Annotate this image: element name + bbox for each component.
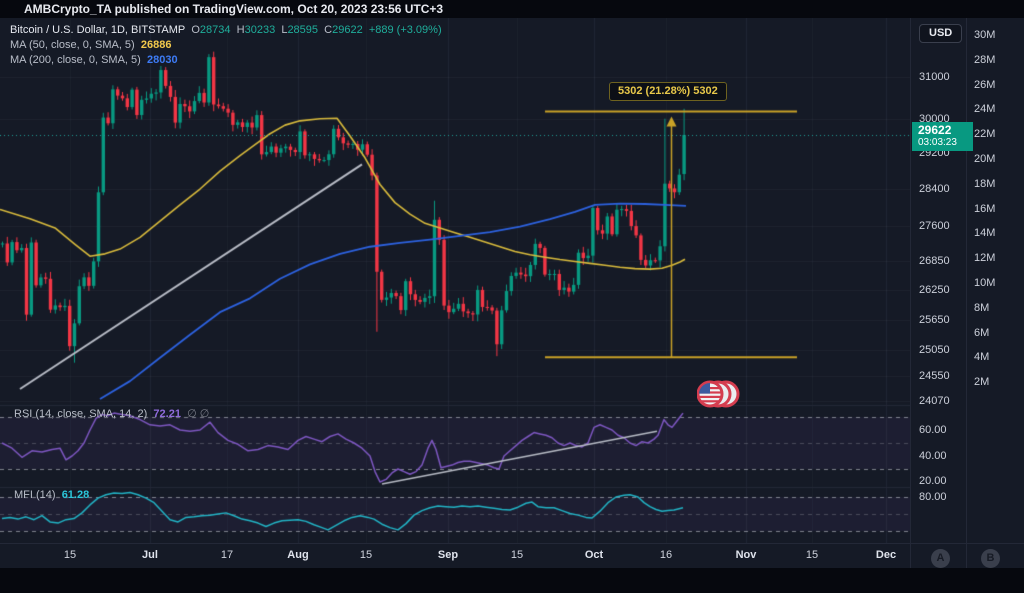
price-tick: 25650 [919,313,950,326]
open-value: 28734 [199,24,231,36]
volume-tick: 26M [974,78,996,91]
volume-tick: 12M [974,252,996,265]
time-tick: Oct [584,549,604,561]
price-axis[interactable]: USD 31000 30000 29200 28400 27600 26850 26250 2… [910,18,973,568]
time-tick: 15 [359,549,373,561]
rsi-tick: 20.00 [919,475,947,487]
rsi-tick: 40.00 [919,450,947,462]
footer-bar: TradingView [0,568,1024,593]
price-tick: 24550 [919,369,950,382]
volume-tick: 18M [974,177,996,190]
high-value: 30233 [244,24,276,36]
rsi-label: RSI (14, close, SMA, 14, 2) [14,408,148,420]
volume-tick: 10M [974,277,996,289]
volume-tick: 22M [974,128,996,141]
close-label: C [324,24,333,36]
ma200-legend-row[interactable]: MA (200, close, 0, SMA, 5) 28030 [10,53,442,68]
ma200-label: MA (200, close, 0, SMA, 5) [10,54,141,66]
time-tick: 15 [510,549,524,561]
price-tick: 24070 [919,395,950,408]
time-tick: Dec [875,549,897,561]
volume-tick: 20M [974,153,996,165]
attribution-bar: AMBCrypto_TA published on TradingView.co… [0,0,1024,18]
price-scale-a-button[interactable]: A [931,549,950,568]
volume-tick: 28M [974,53,996,66]
ma50-label: MA (50, close, 0, SMA, 5) [10,39,135,51]
time-tick: Nov [735,549,757,561]
rsi-tick: 60.00 [919,424,947,436]
low-value: 28595 [287,24,319,36]
price-tick: 26250 [919,283,950,296]
price-tick: 31000 [919,70,950,83]
price-scale-b-button[interactable]: B [981,549,1000,568]
time-tick: Jul [142,549,158,561]
time-tick: 15 [805,549,819,561]
time-tick: Sep [437,549,459,561]
volume-tick: 2M [974,376,990,389]
time-tick: 15 [63,549,77,561]
rsi-hidden-values: ∅ ∅ [187,408,210,420]
ma200-value: 28030 [146,54,178,66]
volume-axis[interactable]: 30M 28M 26M 24M 22M 20M 18M 16M 14M 12M 10M 8M 6M 4M 2… [966,18,1024,568]
time-axis[interactable]: 15 Jul 17 Aug 15 Sep 15 Oct 16 Nov 15 Dec [0,543,910,569]
mfi-value: 61.28 [61,489,90,501]
high-label: H [236,24,245,36]
symbol-title: Bitcoin / U.S. Dollar, 1D, BITSTAMP [10,24,186,36]
current-price: 29622 [918,122,952,137]
volume-tick: 14M [974,227,996,240]
rsi-legend[interactable]: RSI (14, close, SMA, 14, 2) 72.21 ∅ ∅ [14,407,209,420]
volume-tick: 30M [974,29,996,41]
bar-countdown: 03:03:23 [918,136,957,148]
rsi-value: 72.21 [153,408,181,420]
mfi-legend[interactable]: MFI (14) 61.28 [14,489,89,501]
price-tick: 25050 [919,344,950,356]
time-tick: 16 [659,549,673,561]
current-price-tag: 29622 03:03:23 [912,121,973,151]
time-tick: 17 [220,549,234,561]
currency-button[interactable]: USD [919,24,963,43]
measurement-label[interactable]: 5302 (21.28%) 5302 [609,82,727,101]
volume-tick: 8M [974,301,990,314]
volume-tick: 16M [974,202,996,215]
volume-tick: 6M [974,326,990,339]
chart-canvas[interactable] [0,18,910,543]
mfi-tick: 80.00 [919,491,947,503]
close-value: 29622 [332,24,363,36]
change-value: +889 (+3.09%) [368,24,442,36]
us-flag-coins-icon[interactable] [696,379,741,414]
low-label: L [281,24,288,36]
ma50-legend-row[interactable]: MA (50, close, 0, SMA, 5) 26886 [10,38,442,53]
mfi-label: MFI (14) [14,489,56,501]
price-tick: 28400 [919,183,950,195]
price-tick: 27600 [919,219,950,232]
time-tick: Aug [287,549,309,561]
volume-tick: 4M [974,351,990,364]
volume-tick: 24M [974,103,996,116]
ma50-value: 26886 [140,39,172,51]
symbol-legend-row[interactable]: Bitcoin / U.S. Dollar, 1D, BITSTAMP O287… [10,23,442,38]
attribution-text: AMBCrypto_TA published on TradingView.co… [24,2,444,16]
axis-corner: A B [910,543,1024,568]
price-tick: 26850 [919,254,950,267]
chart-legend: Bitcoin / U.S. Dollar, 1D, BITSTAMP O287… [10,23,442,68]
open-label: O [191,24,200,36]
